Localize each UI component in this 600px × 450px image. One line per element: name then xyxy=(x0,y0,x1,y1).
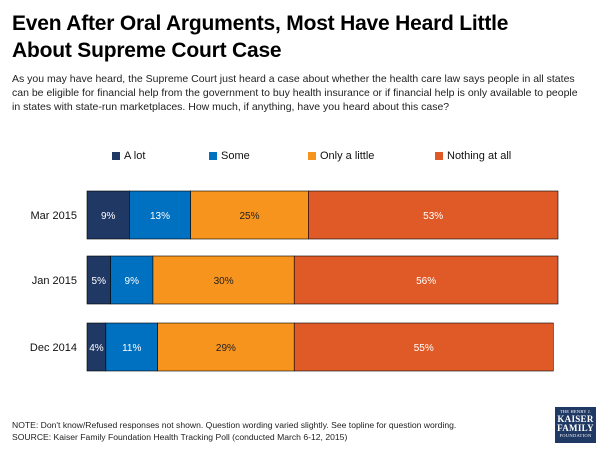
data-label-mar-2015-only-a-little: 25% xyxy=(239,211,259,222)
data-label-dec-2014-a-lot: 4% xyxy=(89,343,104,354)
bar-mar-2015-a-lot xyxy=(86,190,130,240)
logo-line-3: FAMILY xyxy=(557,423,594,433)
legend-label-only-a-little: Only a little xyxy=(320,150,375,162)
bar-mar-2015-nothing-at-all xyxy=(308,190,559,240)
bar-mar-2015-some xyxy=(129,190,191,240)
category-label-jan-2015: Jan 2015 xyxy=(32,275,77,287)
logo-line-1: THE HENRY J. xyxy=(559,409,592,414)
data-label-jan-2015-nothing-at-all: 56% xyxy=(416,276,436,287)
data-label-jan-2015-only-a-little: 30% xyxy=(214,276,234,287)
bar-jan-2015-only-a-little xyxy=(152,255,295,305)
data-label-dec-2014-nothing-at-all: 55% xyxy=(414,343,434,354)
bar-dec-2014-some xyxy=(105,322,158,372)
legend-item-a-lot: A lot xyxy=(112,150,145,162)
data-label-jan-2015-a-lot: 5% xyxy=(92,276,107,287)
legend-item-only-a-little: Only a little xyxy=(308,150,374,162)
legend-label-some: Some xyxy=(221,150,250,162)
legend-swatch-nothing-at-all xyxy=(435,152,443,160)
footnote: NOTE: Don't know/Refused responses not s… xyxy=(12,419,532,443)
data-label-dec-2014-some: 11% xyxy=(122,343,141,354)
legend-swatch-a-lot xyxy=(112,152,120,160)
legend-item-nothing-at-all: Nothing at all xyxy=(435,150,511,162)
category-label-dec-2014: Dec 2014 xyxy=(30,342,77,354)
data-label-mar-2015-some: 13% xyxy=(150,211,170,222)
bar-jan-2015-some xyxy=(110,255,154,305)
stacked-bar-chart: Mar 2015 9% 13% 25% 53% Jan 2015 5% 9% 30% 56% Dec… xyxy=(30,190,559,372)
legend-item-some: Some xyxy=(209,150,250,162)
bar-dec-2014-only-a-little xyxy=(157,322,295,372)
logo-line-2: KAISER xyxy=(557,414,594,424)
legend-label-nothing-at-all: Nothing at all xyxy=(447,150,512,162)
bar-dec-2014-nothing-at-all xyxy=(293,322,554,372)
chart-legend: A lot Some Only a little Nothing at all xyxy=(0,150,600,166)
legend-label-a-lot: A lot xyxy=(124,150,146,162)
kff-logo: THE HENRY J. KAISER FAMILY FOUNDATION xyxy=(555,407,596,443)
legend-swatch-some xyxy=(209,152,217,160)
data-label-dec-2014-only-a-little: 29% xyxy=(216,343,236,354)
data-label-mar-2015-a-lot: 9% xyxy=(101,211,116,222)
data-label-jan-2015-some: 9% xyxy=(125,276,140,287)
bar-jan-2015-nothing-at-all xyxy=(293,255,559,305)
bar-mar-2015-only-a-little xyxy=(190,190,309,240)
note-text: NOTE: Don't know/Refused responses not s… xyxy=(12,420,457,430)
source-text: SOURCE: Kaiser Family Foundation Health … xyxy=(12,432,348,442)
survey-question: As you may have heard, the Supreme Court… xyxy=(12,73,578,113)
data-label-mar-2015-nothing-at-all: 53% xyxy=(423,211,443,222)
category-label-mar-2015: Mar 2015 xyxy=(31,210,77,222)
legend-swatch-only-a-little xyxy=(308,152,316,160)
chart-title: Even After Oral Arguments, Most Have Hea… xyxy=(12,12,509,62)
logo-line-4: FOUNDATION xyxy=(559,433,592,438)
